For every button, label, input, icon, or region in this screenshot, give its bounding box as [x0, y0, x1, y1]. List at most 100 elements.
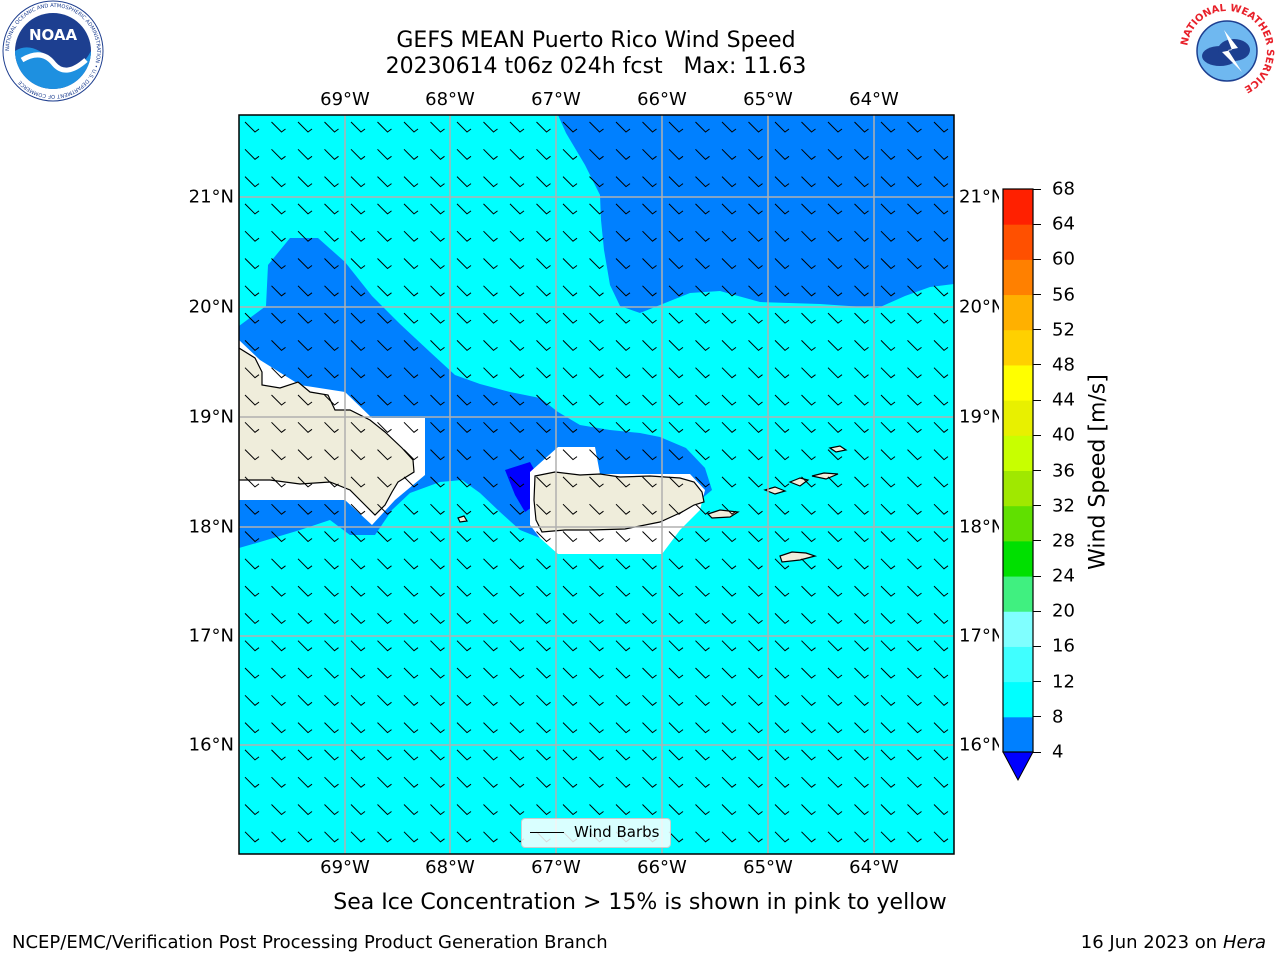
colorbar-segment	[1003, 646, 1033, 683]
wind-barb	[801, 121, 816, 133]
wind-barb	[642, 694, 657, 706]
colorbar-tick-label: 52	[1052, 319, 1075, 341]
wind-barb	[827, 421, 843, 433]
wind-barb	[695, 367, 710, 379]
wind-barb	[933, 694, 949, 706]
wind-barb	[695, 449, 710, 461]
wind-barb	[801, 613, 816, 625]
wind-barb	[668, 367, 684, 379]
wind-barb	[403, 449, 419, 461]
wind-barb	[615, 258, 631, 270]
wind-barb	[509, 531, 525, 543]
wind-barb	[801, 503, 816, 515]
wind-barb	[801, 640, 816, 652]
colorbar-segment	[1003, 294, 1033, 331]
wind-barb	[880, 312, 896, 324]
wind-barb	[774, 776, 790, 788]
colorbar-segment	[1003, 259, 1033, 296]
wind-barb	[774, 394, 790, 406]
wind-barb	[456, 694, 472, 706]
wind-barb	[271, 722, 286, 734]
wind-barb	[615, 804, 631, 816]
wind-barb	[721, 476, 737, 488]
colorbar-segment	[1003, 681, 1033, 718]
wind-barb	[668, 449, 684, 461]
legend-label: Wind Barbs	[574, 823, 660, 841]
wind-barb	[244, 804, 260, 816]
wind-barb	[244, 531, 260, 543]
wind-barb	[668, 148, 684, 160]
wind-barb	[509, 476, 525, 488]
wind-barb	[377, 722, 392, 734]
wind-barb	[324, 476, 339, 488]
wind-barb	[483, 449, 498, 461]
wind-barb	[562, 230, 578, 242]
wind-barb	[562, 640, 578, 652]
wind-barb	[774, 722, 790, 734]
wind-barb	[562, 503, 578, 515]
wind-barb	[244, 640, 260, 652]
wind-barb	[403, 176, 419, 188]
wind-barb	[827, 585, 843, 597]
virgin-islands-land	[788, 477, 810, 487]
wind-barb	[456, 749, 472, 761]
wind-barb	[509, 312, 525, 324]
wind-barb	[721, 176, 737, 188]
wind-barb	[430, 749, 445, 761]
wind-barb	[668, 421, 684, 433]
wind-barb	[297, 285, 313, 297]
wind-barb	[589, 449, 604, 461]
wind-barb	[774, 749, 790, 761]
wind-barb	[827, 531, 843, 543]
wind-barb	[748, 503, 763, 515]
wind-barb	[377, 340, 392, 352]
wind-barb	[562, 531, 578, 543]
wind-barb	[801, 258, 816, 270]
wind-barb	[562, 176, 578, 188]
wind-barb	[403, 476, 419, 488]
wind-barb	[430, 831, 445, 843]
lat-label-right: 18°N	[959, 516, 1005, 538]
wind-barb	[933, 230, 949, 242]
wind-barb	[854, 503, 869, 515]
wind-barb	[589, 394, 604, 406]
wind-barb	[456, 121, 472, 133]
wind-barb	[721, 804, 737, 816]
wind-barb	[350, 367, 366, 379]
wind-barb	[244, 394, 260, 406]
wind-barb	[907, 285, 922, 297]
wind-barb	[801, 585, 816, 597]
wind-barb	[668, 694, 684, 706]
wind-barb	[509, 558, 525, 570]
wind-barb	[509, 585, 525, 597]
wind-barb	[615, 776, 631, 788]
wind-barb	[748, 558, 763, 570]
wind-barb	[297, 558, 313, 570]
wind-barb	[827, 312, 843, 324]
lon-label-bottom: 67°W	[531, 857, 581, 878]
wind-barb	[774, 367, 790, 379]
wind-barb	[483, 503, 498, 515]
wind-barb	[297, 613, 313, 625]
wind-barb	[774, 531, 790, 543]
chart-title: GEFS MEAN Puerto Rico Wind Speed	[396, 28, 796, 53]
wind-barb	[562, 148, 578, 160]
wind-barb	[324, 640, 339, 652]
wind-barb	[695, 230, 710, 242]
colorbar-tick-mark	[1033, 505, 1041, 507]
wind-barb	[642, 749, 657, 761]
wind-barb	[721, 258, 737, 270]
wind-barb	[271, 312, 286, 324]
lat-label-left: 21°N	[188, 186, 234, 208]
wind-barb	[244, 340, 260, 352]
wind-barb	[827, 476, 843, 488]
wind-barb	[403, 613, 419, 625]
wind-barb	[430, 121, 445, 133]
wind-barb	[721, 749, 737, 761]
wind-barb	[456, 367, 472, 379]
colorbar-label: Wind Speed [m/s]	[1085, 374, 1111, 570]
wind-barb	[456, 312, 472, 324]
colorbar-segment	[1003, 224, 1033, 260]
wind-barb	[483, 230, 498, 242]
wind-barb	[880, 285, 896, 297]
